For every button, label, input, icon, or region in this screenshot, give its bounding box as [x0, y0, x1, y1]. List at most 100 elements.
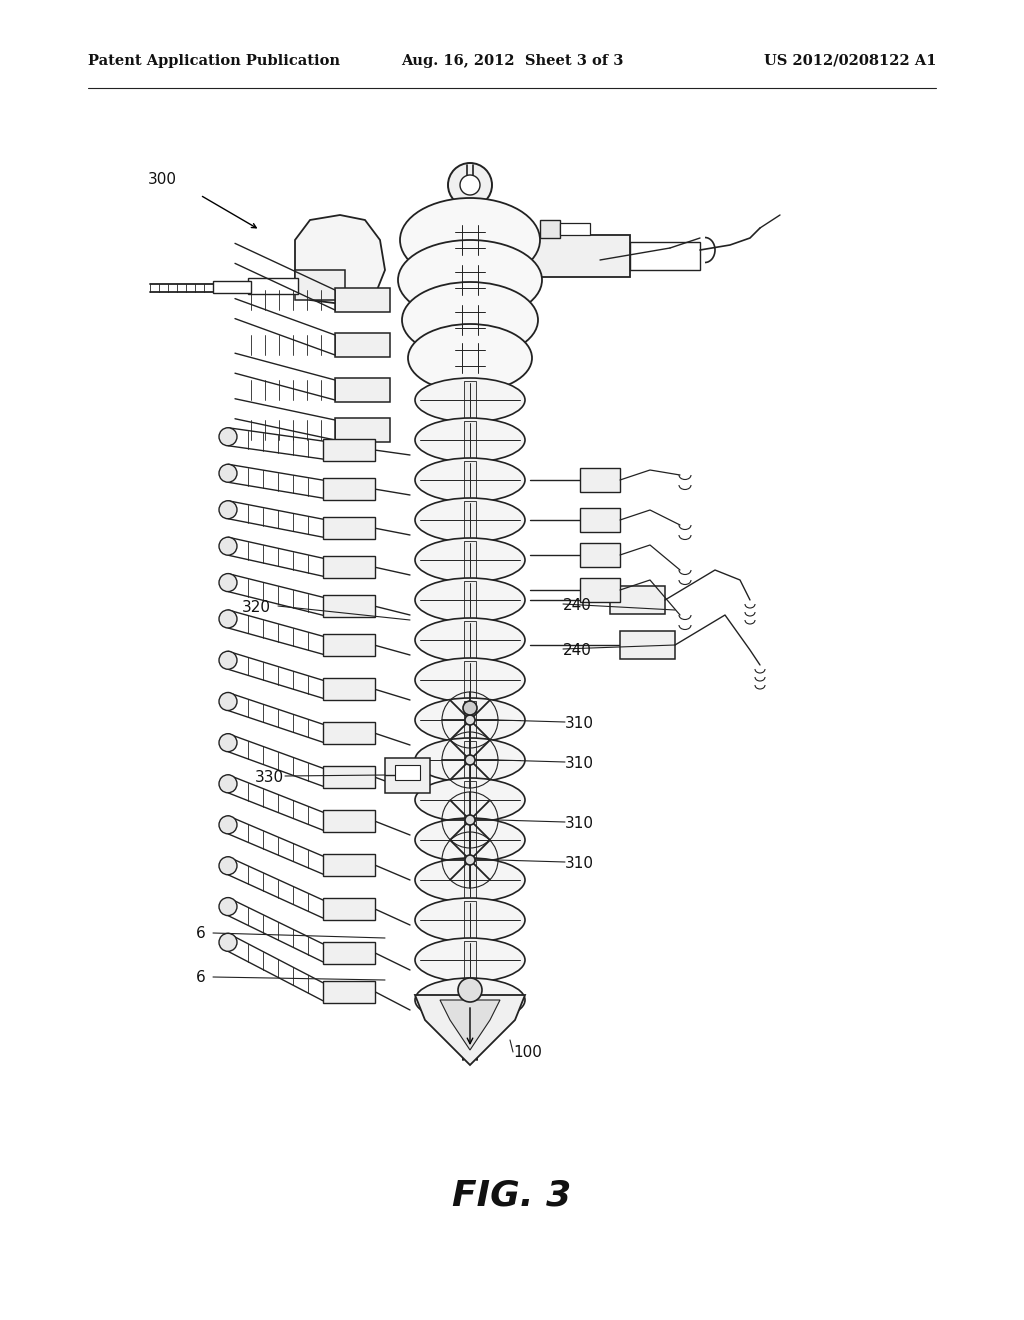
- Ellipse shape: [219, 933, 237, 952]
- Ellipse shape: [415, 539, 525, 582]
- Bar: [464, 821, 476, 859]
- Bar: [464, 981, 476, 1019]
- Text: 310: 310: [565, 816, 594, 832]
- Bar: [464, 661, 476, 700]
- Ellipse shape: [415, 939, 525, 982]
- Bar: [335, 378, 390, 403]
- Bar: [580, 469, 620, 492]
- Bar: [464, 781, 476, 818]
- Text: 240: 240: [563, 643, 592, 657]
- Bar: [580, 578, 620, 602]
- Ellipse shape: [415, 738, 525, 781]
- Text: 320: 320: [242, 601, 271, 615]
- Ellipse shape: [219, 651, 237, 669]
- Bar: [520, 235, 630, 277]
- Bar: [335, 418, 390, 442]
- Ellipse shape: [219, 610, 237, 628]
- Circle shape: [465, 755, 475, 766]
- Ellipse shape: [415, 378, 525, 422]
- Bar: [580, 508, 620, 532]
- Bar: [560, 223, 590, 235]
- Ellipse shape: [415, 777, 525, 822]
- Bar: [323, 517, 375, 539]
- Circle shape: [463, 701, 477, 715]
- Ellipse shape: [415, 618, 525, 663]
- Ellipse shape: [408, 323, 532, 392]
- Bar: [464, 502, 476, 539]
- Bar: [580, 543, 620, 568]
- Text: FIG. 3: FIG. 3: [453, 1177, 571, 1212]
- Bar: [323, 854, 375, 876]
- Bar: [323, 767, 375, 788]
- Ellipse shape: [219, 465, 237, 482]
- Ellipse shape: [219, 574, 237, 591]
- Text: 300: 300: [148, 172, 177, 187]
- Ellipse shape: [415, 698, 525, 742]
- Ellipse shape: [415, 418, 525, 462]
- Bar: [464, 941, 476, 979]
- Bar: [323, 810, 375, 832]
- Text: 240: 240: [563, 598, 592, 612]
- Ellipse shape: [398, 240, 542, 319]
- Text: 100: 100: [513, 1045, 542, 1060]
- Text: US 2012/0208122 A1: US 2012/0208122 A1: [764, 54, 936, 69]
- Ellipse shape: [400, 198, 540, 282]
- Text: 310: 310: [565, 855, 594, 871]
- Text: 6: 6: [196, 927, 206, 941]
- Polygon shape: [415, 995, 525, 1065]
- Bar: [464, 620, 476, 659]
- Ellipse shape: [402, 282, 538, 358]
- Circle shape: [465, 715, 475, 725]
- Ellipse shape: [219, 693, 237, 710]
- Bar: [464, 381, 476, 418]
- Ellipse shape: [415, 458, 525, 502]
- Bar: [335, 288, 390, 312]
- Bar: [464, 701, 476, 739]
- Bar: [335, 333, 390, 356]
- Circle shape: [460, 176, 480, 195]
- Ellipse shape: [219, 775, 237, 793]
- Ellipse shape: [415, 657, 525, 702]
- Ellipse shape: [415, 818, 525, 862]
- Text: 310: 310: [565, 756, 594, 771]
- Bar: [323, 478, 375, 500]
- Bar: [464, 861, 476, 899]
- Ellipse shape: [415, 578, 525, 622]
- Ellipse shape: [415, 898, 525, 942]
- Bar: [323, 981, 375, 1003]
- Text: Aug. 16, 2012  Sheet 3 of 3: Aug. 16, 2012 Sheet 3 of 3: [400, 54, 624, 69]
- Ellipse shape: [219, 898, 237, 916]
- Bar: [620, 631, 675, 659]
- Bar: [464, 902, 476, 939]
- Bar: [323, 942, 375, 964]
- Ellipse shape: [415, 498, 525, 543]
- Bar: [323, 635, 375, 656]
- Ellipse shape: [219, 428, 237, 446]
- Bar: [630, 242, 700, 271]
- Bar: [323, 556, 375, 578]
- Circle shape: [465, 855, 475, 865]
- Bar: [464, 421, 476, 459]
- Ellipse shape: [219, 537, 237, 556]
- Bar: [323, 678, 375, 701]
- Bar: [248, 279, 298, 294]
- Bar: [610, 586, 665, 614]
- Ellipse shape: [415, 858, 525, 902]
- Ellipse shape: [219, 857, 237, 875]
- Bar: [213, 281, 251, 293]
- Bar: [385, 758, 430, 793]
- Bar: [323, 440, 375, 461]
- Ellipse shape: [219, 500, 237, 519]
- Circle shape: [449, 162, 492, 207]
- Circle shape: [458, 978, 482, 1002]
- Bar: [295, 271, 345, 300]
- Ellipse shape: [219, 734, 237, 751]
- Text: 330: 330: [255, 770, 284, 785]
- Bar: [395, 766, 420, 780]
- Bar: [323, 898, 375, 920]
- Bar: [323, 722, 375, 744]
- Text: Patent Application Publication: Patent Application Publication: [88, 54, 340, 69]
- Text: 310: 310: [565, 715, 594, 731]
- Ellipse shape: [415, 978, 525, 1022]
- Polygon shape: [295, 215, 385, 305]
